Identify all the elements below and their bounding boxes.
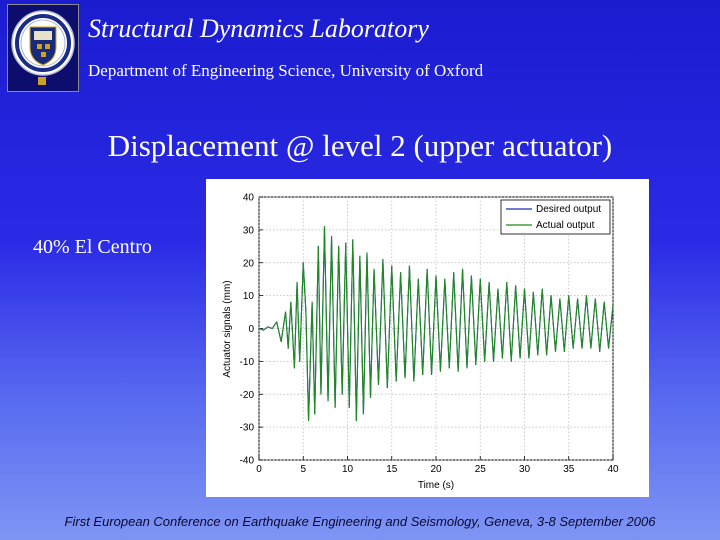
series-lines [258,226,614,422]
y-tick-label: -20 [240,390,255,401]
series-line-actual-output [258,226,614,422]
legend-box [500,199,611,235]
axis-ticks: 0 5 10 15 20 25 30 35 40 40 30 20 10 0 -10 -20 -30 -40 [240,193,619,476]
y-tick-label: -10 [240,357,255,368]
lab-title: Structural Dynamics Laboratory [88,14,429,43]
y-tick-label: 0 [248,324,254,335]
x-tick-label: 40 [607,464,619,475]
x-tick-label: 0 [256,464,262,475]
x-tick-label: 10 [342,464,354,475]
legend-label-desired-output: Desired output [536,204,601,215]
x-tick-label: 35 [563,464,575,475]
x-tick-label: 15 [386,464,398,475]
y-tick-label: 20 [243,258,255,269]
case-label: 40% El Centro [33,236,152,258]
y-tick-label: -40 [240,456,255,467]
displacement-chart: 0 5 10 15 20 25 30 35 40 40 30 20 10 0 -10 -20 -30 -40 Ti… [206,179,649,497]
oxford-crest-logo [7,4,79,92]
x-tick-label: 30 [519,464,531,475]
x-tick-label: 20 [430,464,442,475]
y-tick-label: 30 [243,225,255,236]
y-axis-label: Actuator signals (mm) [222,280,233,377]
y-tick-label: 10 [243,291,255,302]
y-tick-label: -30 [240,423,255,434]
x-tick-label: 25 [475,464,487,475]
y-tick-label: 40 [243,193,255,204]
footer-text: First European Conference on Earthquake … [64,514,656,529]
slide-title: Displacement @ level 2 (upper actuator) [107,128,613,163]
legend-label-actual-output: Actual output [536,220,595,231]
department-name: Department of Engineering Science, Unive… [88,61,484,80]
x-axis-label: Time (s) [418,480,454,491]
legend: Desired output Actual output [500,199,611,235]
oxford-crest-icon [11,10,75,85]
x-tick-label: 5 [300,464,306,475]
